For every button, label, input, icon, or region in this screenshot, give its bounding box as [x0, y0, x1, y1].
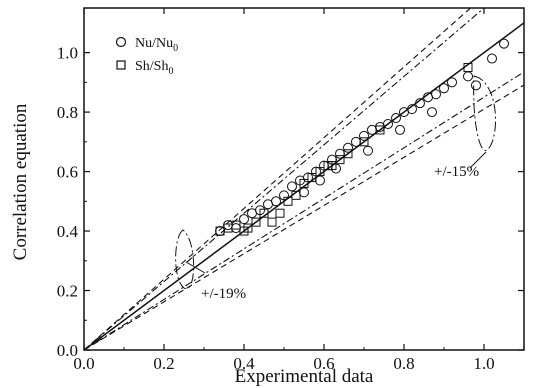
- band-15-line: [84, 8, 485, 350]
- nu-data-point: [427, 107, 437, 118]
- legend-label-sh-main: Sh/Sh: [135, 59, 168, 74]
- legend-label-sh-sub: 0: [168, 66, 173, 77]
- band-19-line: [84, 8, 472, 350]
- annotation-15-ellipse: [473, 75, 496, 151]
- y-tick-label: 0.4: [57, 222, 79, 241]
- band-19-line: [84, 84, 524, 350]
- nu-data-point: [391, 113, 401, 124]
- y-tick-label: 0.2: [57, 282, 78, 301]
- nu-data-point: [363, 145, 373, 156]
- plot-frame: [83, 7, 525, 351]
- y-tick-label: 0.0: [57, 341, 78, 360]
- annotation-19-leader: [185, 261, 206, 274]
- y-tick-label: 0.6: [57, 163, 78, 182]
- legend-label-nu-sub: 0: [173, 43, 178, 54]
- axis-ticks: 0.0 0.2 0.4 0.6 0.8 1.0 0.0 0.2 0.4 0.6 0.8 1.0: [57, 8, 524, 373]
- nu-data-point: [299, 187, 309, 198]
- sh-data-point: [299, 178, 309, 188]
- band-15-line: [84, 71, 524, 350]
- sh-data-point: [327, 161, 337, 171]
- annotation-19-label: +/-19%: [201, 286, 246, 302]
- nu-data-point: [335, 148, 345, 159]
- nu-data-point: [395, 124, 405, 135]
- nu-data-point: [343, 142, 353, 153]
- nu-data-point: [439, 83, 449, 94]
- y-tick-label: 0.8: [57, 103, 78, 122]
- sh-data-point: [267, 217, 277, 227]
- nu-data-point: [383, 118, 393, 129]
- nu-data-point: [487, 53, 497, 64]
- nu-data-point: [471, 80, 481, 91]
- nu-data-point: [463, 71, 473, 82]
- sh-data-point: [243, 223, 253, 233]
- sh-data-point: [291, 190, 301, 200]
- annotation-19: +/-19%: [175, 229, 246, 302]
- nu-data-point: [315, 175, 325, 186]
- x-tick-label: 0.8: [393, 354, 414, 373]
- legend-label-nu-main: Nu/Nu: [135, 36, 173, 51]
- x-tick-label: 0.6: [313, 354, 334, 373]
- y-axis-title: Correlation equation: [10, 103, 31, 260]
- nu-data-point: [447, 77, 457, 88]
- x-tick-label: 0.2: [153, 354, 174, 373]
- sh-data-point: [283, 196, 293, 206]
- x-axis-title: Experimental data: [235, 366, 374, 387]
- reference-lines: [84, 8, 524, 350]
- sh-data-point: [315, 167, 325, 177]
- nu-data-point: [431, 89, 441, 100]
- identity-line: [84, 22, 524, 350]
- x-tick-label: 0.0: [73, 354, 94, 373]
- annotation-15: +/-15%: [434, 75, 496, 180]
- legend-marker-circle: [115, 36, 127, 48]
- nu-data-point: [271, 196, 281, 207]
- nu-data-point: [239, 214, 249, 225]
- y-tick-label: 1.0: [57, 44, 78, 63]
- annotation-15-leader: [469, 151, 487, 169]
- legend-label-nu: Nu/Nu0: [135, 36, 178, 54]
- sh-data-point: [231, 220, 241, 230]
- nu-data-point: [359, 130, 369, 141]
- nu-data-point: [407, 104, 417, 115]
- legend-label-sh: Sh/Sh0: [135, 59, 173, 77]
- sh-data-point: [259, 208, 269, 218]
- sh-data-point: [335, 155, 345, 165]
- x-tick-label: 1.0: [473, 354, 494, 373]
- legend: Nu/Nu0 Sh/Sh0: [115, 36, 178, 77]
- sh-data-point: [275, 208, 285, 218]
- sh-data-point: [359, 137, 369, 147]
- sh-data-point: [463, 62, 473, 72]
- nu-data-point: [351, 136, 361, 147]
- nu-data-point: [287, 181, 297, 192]
- sh-data-point: [343, 149, 353, 159]
- annotation-15-label: +/-15%: [434, 164, 479, 180]
- data-markers: [215, 38, 509, 237]
- nu-data-point: [499, 38, 509, 49]
- sh-data-point: [307, 173, 317, 183]
- sh-data-point: [251, 217, 261, 227]
- sh-data-point: [375, 125, 385, 135]
- nu-data-point: [231, 223, 241, 234]
- legend-marker-square: [116, 60, 126, 70]
- annotation-19-ellipse: [175, 229, 195, 290]
- x-tick-label: 0.4: [233, 354, 255, 373]
- nu-data-point: [415, 98, 425, 109]
